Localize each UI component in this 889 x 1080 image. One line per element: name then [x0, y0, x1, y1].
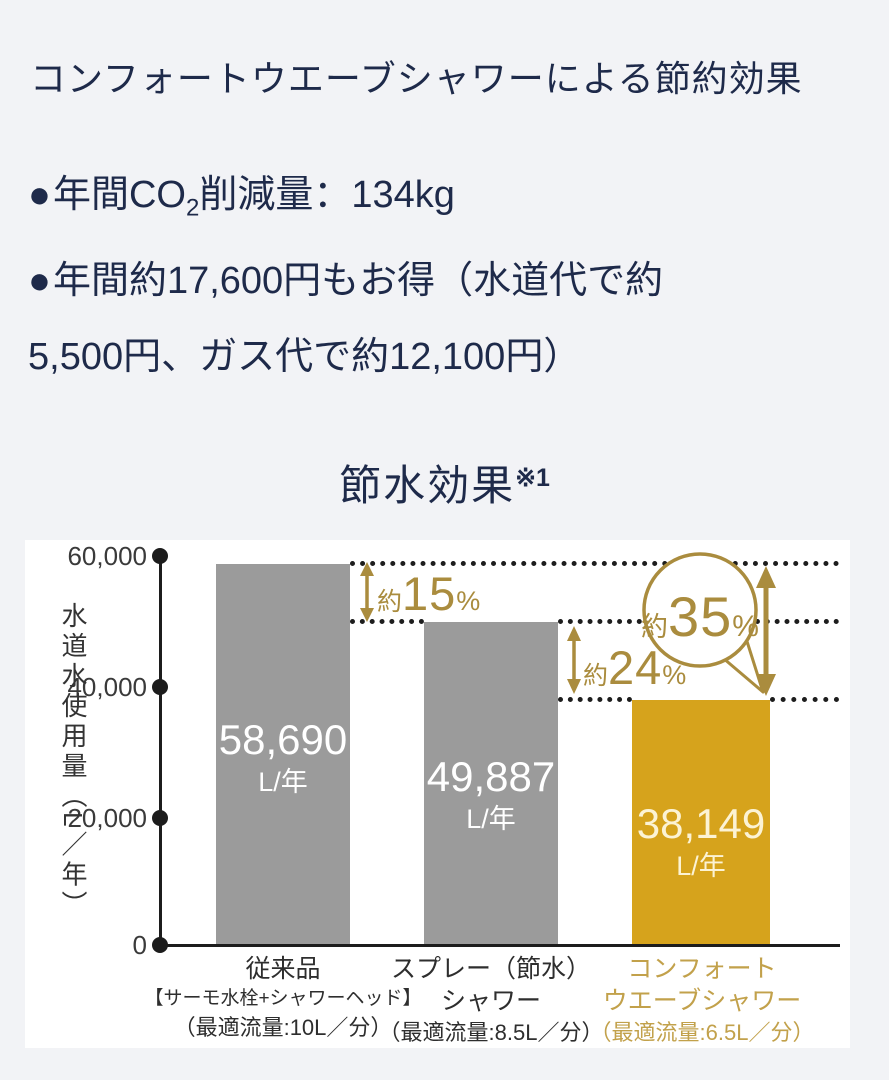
- bar-unit-label: L/年: [676, 851, 726, 881]
- y-tick-label-60000: 60,000: [67, 541, 147, 571]
- y-axis-title: 水道水使用量（L／年）: [58, 602, 88, 921]
- y-tick-label-20000: 20,000: [67, 803, 147, 833]
- chart-title-text: 節水効果: [339, 462, 516, 509]
- bar-spray-shower: 49,887 L/年: [424, 622, 558, 944]
- approx-prefix: 約: [377, 588, 403, 616]
- y-tick-label-40000: 40,000: [67, 672, 147, 702]
- category-flow-rate: （最適流量:6.5L／分）: [589, 1020, 815, 1045]
- y-tick-dot-0: [152, 937, 168, 953]
- dotted-guideline-38149: [770, 697, 839, 702]
- dotted-guideline-49887: [350, 619, 424, 624]
- cost-saving-text-1: 年間約17,600円もお得（水道代で約: [52, 260, 664, 302]
- bar-comfort-wave-shower: 38,149 L/年: [632, 700, 770, 944]
- cost-saving-text-2: 5,500円、ガス代で約12,100円）: [28, 336, 582, 378]
- category-name-line2: ウエーブシャワー: [602, 987, 802, 1015]
- y-tick-dot-40000: [152, 679, 168, 695]
- page-title: コンフォートウエーブシャワーによる節約効果: [30, 58, 803, 99]
- dotted-guideline-38149: [558, 697, 632, 702]
- bar-unit-label: L/年: [258, 767, 308, 797]
- y-tick-dot-20000: [152, 810, 168, 826]
- percent-value: 35: [668, 585, 733, 648]
- category-name: コンフォート: [627, 955, 777, 983]
- bar-conventional: 58,690 L/年: [216, 564, 350, 944]
- y-axis-line: [159, 556, 162, 947]
- bullet-cost-saving-line1: ●年間約17,600円もお得（水道代で約: [28, 258, 868, 304]
- chart-title: 節水効果※1: [0, 452, 889, 513]
- co2-subscript: 2: [185, 194, 200, 222]
- dotted-guideline-58690: [350, 561, 839, 566]
- category-label-spray-shower: スプレー（節水） シャワー （最適流量:8.5L／分）: [351, 953, 631, 1048]
- category-label-comfort-wave: コンフォート ウエーブシャワー （最適流量:6.5L／分）: [557, 953, 847, 1048]
- category-name-line2: シャワー: [440, 987, 541, 1015]
- category-flow-rate: （最適流量:10L／分）: [173, 1015, 393, 1040]
- category-label-conventional: 従来品 【サーモ水栓+シャワーヘッド】 （最適流量:10L／分）: [143, 953, 423, 1043]
- percent-sign: %: [662, 660, 687, 690]
- bullet-cost-saving-line2: 5,500円、ガス代で約12,100円）: [28, 334, 868, 380]
- y-tick-label-0: 0: [132, 930, 147, 960]
- category-detail: 【サーモ水栓+シャワーヘッド】: [144, 988, 422, 1009]
- x-axis-line: [159, 944, 840, 947]
- annotation-35pct: 約 35%: [625, 584, 775, 649]
- annotation-15pct: 約 15%: [377, 566, 480, 621]
- percent-value: 15: [402, 567, 457, 620]
- bar-unit-label: L/年: [466, 804, 516, 834]
- bullet-co2-reduction: ●年間CO2削減量：134kg: [28, 172, 868, 232]
- bar-value-label: 38,149: [636, 800, 766, 847]
- double-arrow-15pct-icon: [360, 562, 374, 622]
- bullet-co2-pre: 年間CO: [52, 174, 186, 216]
- chart-title-footnote-mark: ※1: [515, 464, 550, 492]
- percent-value: 24: [608, 641, 663, 694]
- category-name: スプレー（節水）: [390, 955, 591, 983]
- bullet-co2-post: 削減量：134kg: [199, 174, 455, 216]
- water-usage-bar-chart: 60,000 40,000 20,000 0 水道水使用量（L／年） 58,69…: [25, 540, 850, 1048]
- bullet-marker: ●: [28, 174, 51, 216]
- approx-prefix: 約: [641, 612, 668, 642]
- percent-sign: %: [456, 586, 481, 616]
- y-tick-dot-60000: [152, 548, 168, 564]
- bullet-marker: ●: [28, 260, 51, 302]
- bar-value-label: 58,690: [218, 716, 348, 763]
- percent-sign: %: [732, 610, 759, 643]
- category-flow-rate: （最適流量:8.5L／分）: [378, 1020, 604, 1045]
- double-arrow-24pct-icon: [567, 626, 581, 694]
- category-name: 従来品: [245, 955, 321, 983]
- bar-value-label: 49,887: [426, 753, 556, 800]
- annotation-24pct: 約 24%: [583, 640, 686, 695]
- approx-prefix: 約: [583, 662, 609, 690]
